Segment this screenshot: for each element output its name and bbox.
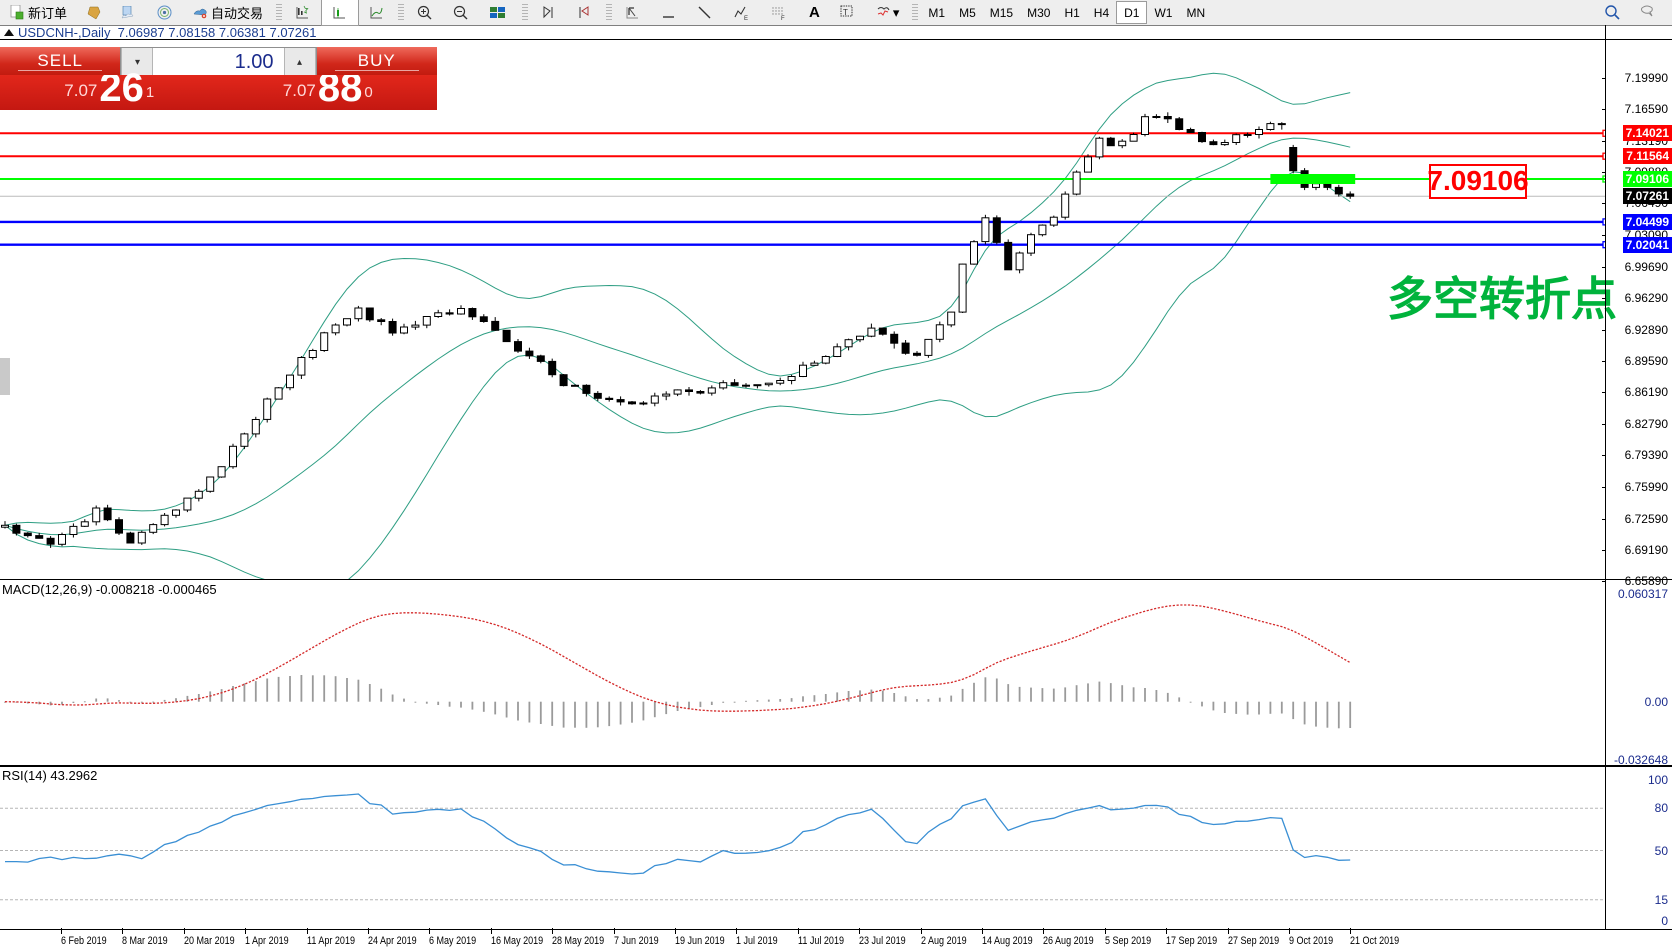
svg-text:T: T [843,8,848,17]
svg-text:F: F [781,16,785,20]
svg-text:E: E [744,16,748,20]
